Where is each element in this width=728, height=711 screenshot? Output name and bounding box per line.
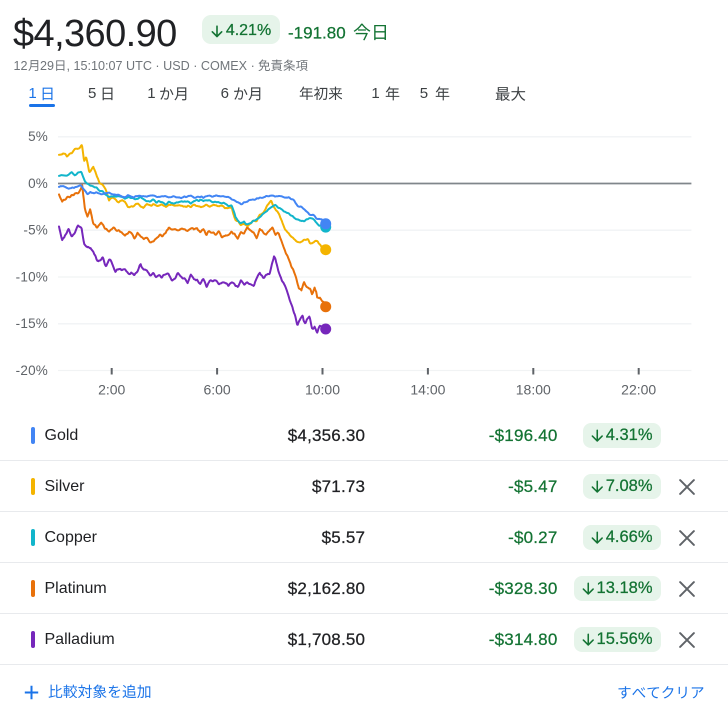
svg-text:10:00: 10:00: [305, 382, 340, 398]
svg-text:-20%: -20%: [16, 363, 48, 378]
svg-text:-15%: -15%: [16, 316, 48, 331]
svg-text:2:00: 2:00: [98, 382, 125, 398]
svg-text:14:00: 14:00: [410, 382, 445, 398]
svg-text:18:00: 18:00: [516, 382, 551, 398]
svg-text:6:00: 6:00: [203, 382, 230, 398]
svg-text:-5%: -5%: [23, 223, 48, 238]
svg-text:0%: 0%: [28, 176, 48, 191]
svg-text:22:00: 22:00: [621, 382, 656, 398]
svg-text:5%: 5%: [28, 129, 48, 144]
svg-text:-10%: -10%: [16, 269, 48, 284]
